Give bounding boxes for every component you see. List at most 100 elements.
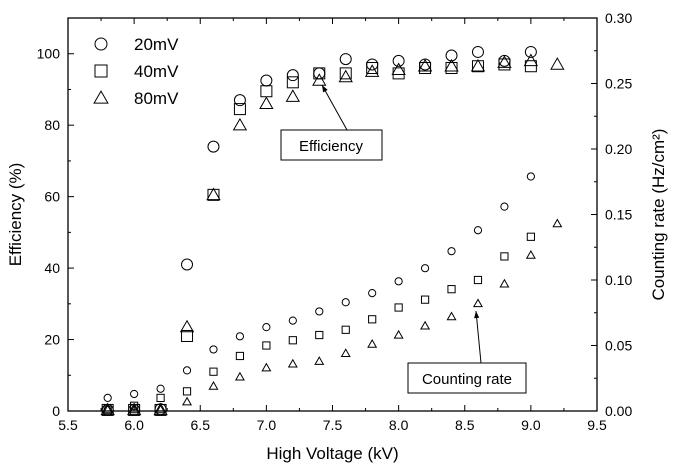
legend-circle-icon [94,37,108,51]
counting-rate-point-80mv [552,218,563,228]
axis-ticks: 5.5 6.0 6.5 7.0 7.5 8.0 8.5 9.0 9.5 0 20 40 60 80 100 0… [37,10,633,433]
y-tick-label: 100 [37,46,61,62]
counting-rate-point-20mv [130,389,139,399]
x-tick-label: 9.0 [521,417,541,433]
efficiency-point-20mv [181,258,194,271]
x-tick-label: 9.5 [587,417,607,433]
efficiency-point-20mv [392,54,405,67]
counting-rate-point-40mv [473,275,483,285]
annotation-efficiency-box [280,129,383,161]
x-tick-label: 8.5 [455,417,475,433]
x-tick-label: 8.0 [389,417,409,433]
efficiency-point-80mv [417,58,433,72]
legend-label-40mv: 40mV [134,62,179,81]
counting-rate-point-20mv [182,366,192,375]
y2-tick-label: 0.20 [605,141,632,157]
efficiency-point-40mv [498,58,511,71]
counting-rate-point-20mv [341,298,350,307]
efficiency-point-80mv [391,62,406,76]
x-tick-label: 5.5 [58,417,78,433]
efficiency-point-80mv [126,402,142,416]
counting-rate-point-40mv [500,252,509,261]
counting-rate-point-20mv [368,289,377,298]
efficiency-point-80mv [312,73,327,86]
counting-rate-point-20mv [262,323,271,332]
counting-rate-point-20mv [209,345,218,354]
counting-rate-point-80mv [420,320,431,330]
legend-marker-40mv [94,64,108,78]
efficiency-point-80mv [444,58,459,72]
annotation-efficiency-arrowhead [322,85,328,93]
efficiency-point-80mv [550,57,565,70]
counting-rate-point-80mv [367,339,378,348]
efficiency-point-80mv [523,53,539,67]
counting-rate-point-80mv [446,311,457,321]
counting-rate-point-80mv [182,396,193,406]
counting-rate-point-40mv [420,295,430,304]
counting-rate-point-40mv [235,351,245,361]
y2-tick-label: 0.05 [605,338,632,354]
counting-rate-point-20mv [394,277,403,286]
counting-rate-point-80mv [314,356,325,365]
y2-tick-label: 0.30 [605,10,632,26]
y-tick-label: 0 [52,403,60,419]
counting-rate-point-80mv [472,298,483,308]
efficiency-point-80mv [497,55,512,68]
counting-rate-point-20mv [420,264,430,273]
counting-rate-point-20mv [103,393,112,402]
efficiency-point-20mv [471,45,484,58]
counting-rate-point-40mv [526,232,535,241]
efficiency-point-80mv [338,69,353,83]
y-tick-label: 40 [44,260,60,276]
legend-square-icon [94,64,108,78]
efficiency-point-20mv [207,140,220,153]
annotation-counting-rate: Counting rate [407,310,527,394]
counting-rate-point-80mv [287,358,298,368]
annotation-counting-rate-label: Counting rate [422,371,512,388]
counting-rate-point-20mv [156,384,165,393]
efficiency-point-80mv [364,64,380,77]
counting-rate-point-20mv [288,316,297,325]
annotation-efficiency-arrow [321,84,348,131]
counting-rate-point-20mv [447,247,456,256]
x-tick-label: 6.5 [191,417,211,433]
y2-tick-label: 0.10 [605,272,632,288]
counting-rate-point-80mv [393,329,404,339]
counting-rate-point-80mv [102,404,113,414]
x-axis-title: High Voltage (kV) [266,444,398,463]
counting-rate-point-20mv [235,332,245,341]
efficiency-point-40mv [366,62,379,75]
annotation-counting-rate-arrow [475,310,482,364]
counting-rate-point-40mv [262,341,271,350]
legend-label-20mv: 20mV [134,35,179,54]
counting-rate-point-40mv [156,393,165,402]
legend-label-80mv: 80mV [134,89,179,108]
counting-rate-point-20mv [526,172,535,181]
efficiency-point-20mv [260,74,273,87]
counting-rate-point-40mv [130,401,139,410]
counting-rate-point-40mv [182,387,192,396]
counting-rate-point-40mv [447,285,456,294]
efficiency-point-40mv [233,103,246,116]
annotation-efficiency-label: Efficiency [299,138,363,155]
efficiency-point-40mv [260,85,273,98]
y-axis-title: Efficiency (%) [6,163,25,267]
legend: 20mV 40mV 80mV [93,35,179,108]
efficiency-point-40mv [339,67,352,80]
efficiency-point-40mv [445,62,458,75]
efficiency-point-80mv [285,89,301,102]
legend-triangle-icon [93,90,109,104]
counting-rate-point-20mv [500,202,509,211]
annotation-efficiency: Efficiency [280,84,383,161]
counting-rate-point-20mv [473,226,483,235]
y-tick-label: 60 [44,189,60,205]
data-marks [100,45,565,416]
y2-tick-label: 0.15 [605,207,632,223]
efficiency-point-20mv [524,45,537,58]
counting-rate-point-40mv [209,367,218,376]
efficiency-point-80mv [100,402,115,416]
legend-marker-20mv [94,37,108,51]
x-tick-label: 7.0 [257,417,277,433]
plot-frame [67,17,598,412]
counting-rate-point-20mv [315,307,324,316]
